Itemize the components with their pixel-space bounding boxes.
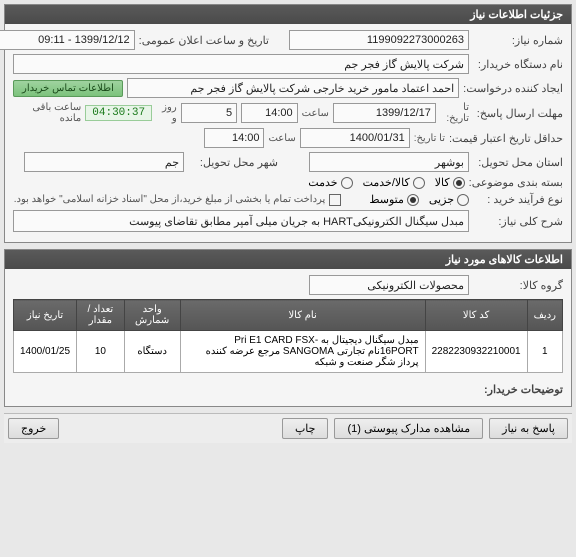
pkg-opt-2[interactable]: خدمت [308,176,352,189]
checkbox-icon [329,194,341,206]
cell-date: 1400/01/25 [14,331,77,373]
cell-qty: 10 [77,331,125,373]
city-label: شهر محل تحویل: [188,156,278,169]
cell-row: 1 [527,331,562,373]
days-label: روز و [156,102,177,124]
pkg-radio-group: کالا کالا/خدمت خدمت [308,176,464,189]
cell-unit: دستگاه [124,331,180,373]
print-button[interactable]: چاپ [282,418,329,439]
announce-label: تاریخ و ساعت اعلان عمومی: [139,34,269,47]
need-no-field: 1199092273000263 [289,30,469,50]
col-date: تاریخ نیاز [14,300,77,331]
col-row: ردیف [527,300,562,331]
radio-icon [341,177,353,189]
pkg-label: بسته بندی موضوعی: [469,176,563,189]
announce-field: 1399/12/12 - 09:11 [0,30,135,50]
desc-label: شرح کلی نیاز: [473,215,563,228]
col-unit: واحد شمارش [124,300,180,331]
proc-opt-label-1: متوسط [369,193,404,206]
creator-field: احمد اعتماد مامور خرید خارجی شرکت پالایش… [127,78,459,98]
deadline-to-label: تا تاریخ: [440,102,469,124]
col-qty: تعداد / مقدار [77,300,125,331]
buyer-org-label: نام دستگاه خریدار: [473,58,563,71]
goods-table: ردیف کد کالا نام کالا واحد شمارش تعداد /… [13,299,563,373]
radio-icon [413,177,425,189]
deadline-date-field: 1399/12/17 [333,103,436,123]
footer-bar: پاسخ به نیاز مشاهده مدارک پیوستی (1) چاپ… [4,413,572,443]
proc-label: نوع فرآیند خرید : [473,193,563,206]
days-remain-field: 5 [181,103,238,123]
goods-panel: اطلاعات کالاهای مورد نیاز گروه کالا: محص… [4,249,572,407]
pkg-opt-label-1: کالا/خدمت [363,176,410,189]
pkg-opt-label-2: خدمت [308,176,337,189]
time-label-1: ساعت [302,108,329,119]
pay-note: پرداخت تمام یا بخشی از مبلغ خرید،از محل … [14,194,326,205]
price-valid-date-field: 1400/01/31 [300,128,410,148]
need-no-label: شماره نیاز: [473,34,563,47]
deadline-time-field: 14:00 [241,103,298,123]
deadline-label: مهلت ارسال پاسخ: [473,107,563,120]
proc-opt-1[interactable]: متوسط [369,193,419,206]
countdown-suffix: ساعت باقی مانده [13,102,81,124]
attachments-button[interactable]: مشاهده مدارک پیوستی (1) [334,418,483,439]
radio-icon [407,194,419,206]
radio-icon [457,194,469,206]
proc-opt-0[interactable]: جزیی [429,193,469,206]
creator-label: ایجاد کننده درخواست: [463,82,563,95]
pay-checkbox[interactable] [329,194,341,206]
price-valid-label: حداقل تاریخ اعتبار قیمت: [449,132,563,145]
col-code: کد کالا [425,300,527,331]
exit-button[interactable]: خروج [8,418,59,439]
respond-button[interactable]: پاسخ به نیاز [489,418,568,439]
col-name: نام کالا [180,300,425,331]
price-valid-to-label: تا تاریخ: [414,133,445,144]
panel-title: جزئیات اطلاعات نیاز [5,5,571,24]
time-label-2: ساعت [268,133,295,144]
table-row[interactable]: 1 2282230932210001 مبدل سیگنال دیجیتال ب… [14,331,563,373]
proc-radio-group: جزیی متوسط [369,193,469,206]
goods-panel-title: اطلاعات کالاهای مورد نیاز [5,250,571,269]
buyer-org-field: شرکت پالایش گاز فجر جم [13,54,469,74]
countdown-timer: 04:30:37 [85,105,152,121]
desc-field: مبدل سیگنال الکترونیکیHART به جریان میلی… [13,210,469,232]
group-label: گروه کالا: [473,279,563,292]
price-valid-time-field: 14:00 [204,128,264,148]
table-header-row: ردیف کد کالا نام کالا واحد شمارش تعداد /… [14,300,563,331]
cell-code: 2282230932210001 [425,331,527,373]
proc-opt-label-0: جزیی [429,193,454,206]
pkg-opt-0[interactable]: کالا [435,176,465,189]
buyer-notes-label: توضیحات خریدار: [473,383,563,396]
need-details-panel: جزئیات اطلاعات نیاز شماره نیاز: 11990922… [4,4,572,243]
province-label: استان محل تحویل: [473,156,563,169]
buyer-contact-button[interactable]: اطلاعات تماس خریدار [13,80,123,97]
pkg-opt-1[interactable]: کالا/خدمت [363,176,425,189]
city-field: جم [24,152,184,172]
group-field: محصولات الکترونیکی [309,275,469,295]
province-field: بوشهر [309,152,469,172]
pkg-opt-label-0: کالا [435,176,450,189]
cell-name: مبدل سیگنال دیجیتال به Pri E1 CARD FSX-1… [180,331,425,373]
radio-icon [453,177,465,189]
